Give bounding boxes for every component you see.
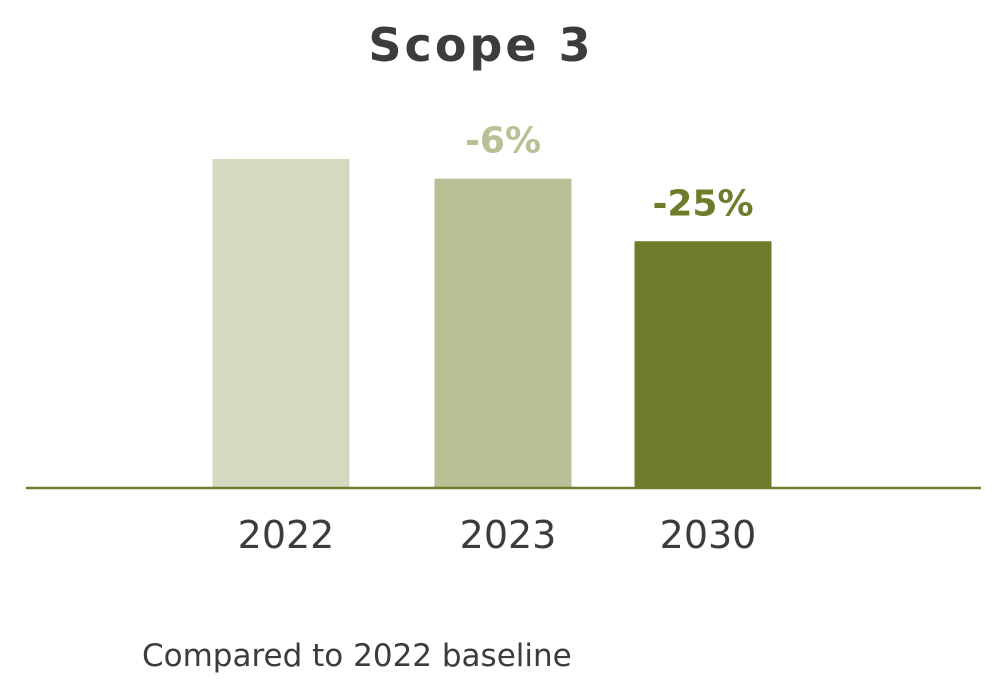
x-tick-label-2022: 2022	[238, 513, 335, 557]
bar-2022	[212, 159, 350, 488]
chart-title: Scope 3	[368, 18, 594, 72]
value-label-2023: -6%	[465, 121, 541, 162]
bars-group	[212, 159, 772, 489]
bar-2030	[634, 241, 772, 488]
value-label-2030: -25%	[652, 183, 753, 224]
footnote: Compared to 2022 baseline	[142, 638, 572, 674]
value-labels-group: -6% -25%	[465, 121, 754, 225]
x-tick-label-2030: 2030	[660, 513, 757, 557]
x-tick-labels-group: 2022 2023 2030	[238, 513, 757, 557]
bar-2023	[434, 178, 572, 489]
x-tick-label-2023: 2023	[460, 513, 557, 557]
